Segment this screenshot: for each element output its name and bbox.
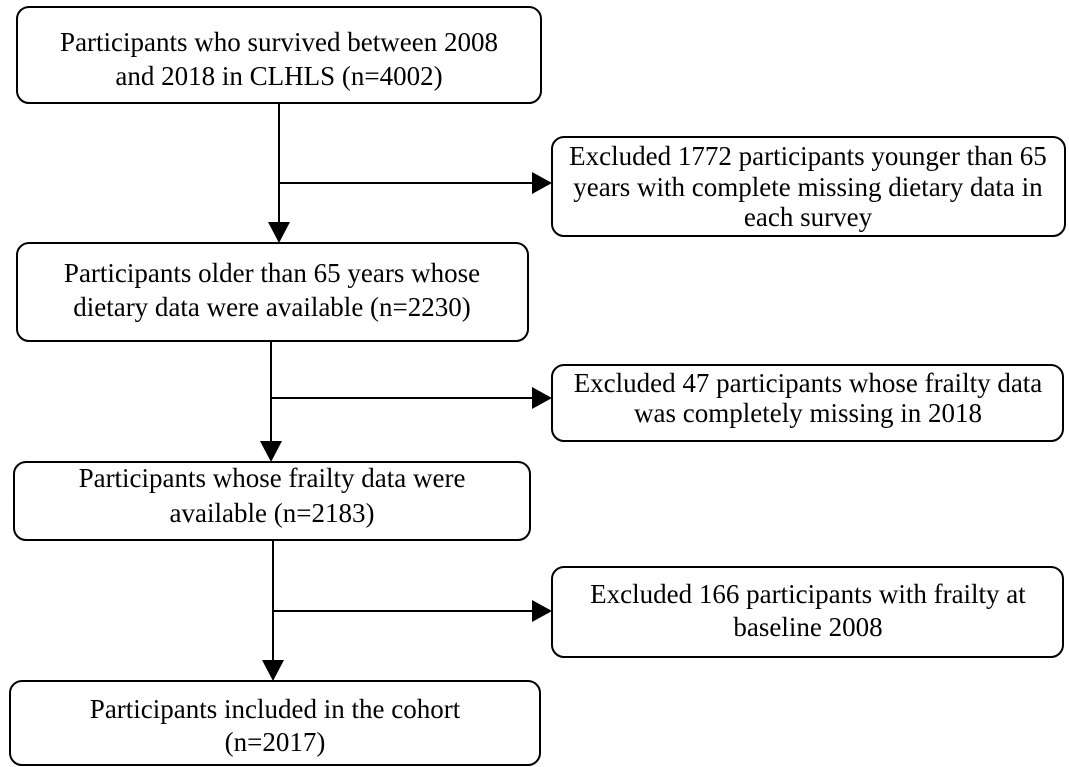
node-label: dietary data were available (n=2230): [73, 292, 471, 322]
arrowhead: [260, 441, 282, 462]
node-label: Participants older than 65 years whose: [64, 258, 480, 288]
node-label: and 2018 in CLHLS (n=4002): [115, 61, 442, 91]
node-box: [551, 136, 1066, 237]
node-label: years with complete missing dietary data…: [573, 172, 1043, 202]
node-box: [16, 6, 542, 104]
node-label: was completely missing in 2018: [634, 398, 982, 428]
node: Participants older than 65 years whose d…: [16, 242, 529, 342]
node-label: (n=2017): [225, 727, 326, 757]
arrowhead: [268, 222, 290, 243]
connectors: [260, 103, 552, 681]
arrowhead: [532, 172, 552, 194]
node-label: baseline 2008: [733, 612, 882, 642]
arrowhead: [262, 660, 284, 681]
node: Participants included in the cohort (n=2…: [9, 680, 541, 766]
node-box: [16, 242, 529, 342]
node: Participants whose frailty data were ava…: [13, 461, 531, 541]
node-label: available (n=2183): [170, 498, 375, 528]
node: Excluded 47 participants whose frailty d…: [551, 364, 1064, 442]
arrowhead: [532, 600, 552, 622]
node-box: [9, 680, 541, 766]
arrowhead: [532, 387, 552, 409]
node: Excluded 166 participants with frailty a…: [551, 566, 1064, 658]
node-box: [13, 461, 531, 541]
node-label: each survey: [744, 202, 873, 232]
node-label: Excluded 47 participants whose frailty d…: [574, 368, 1043, 398]
node-label: Participants whose frailty data were: [79, 463, 466, 493]
node-label: Participants included in the cohort: [90, 694, 461, 724]
node-box: [551, 364, 1064, 442]
node: Excluded 1772 participants younger than …: [551, 136, 1066, 237]
node-label: Excluded 1772 participants younger than …: [569, 141, 1047, 171]
node-label: Participants who survived between 2008: [60, 27, 498, 57]
node: Participants who survived between 2008 a…: [16, 6, 542, 104]
node-box: [551, 566, 1064, 658]
node-label: Excluded 166 participants with frailty a…: [590, 579, 1026, 609]
